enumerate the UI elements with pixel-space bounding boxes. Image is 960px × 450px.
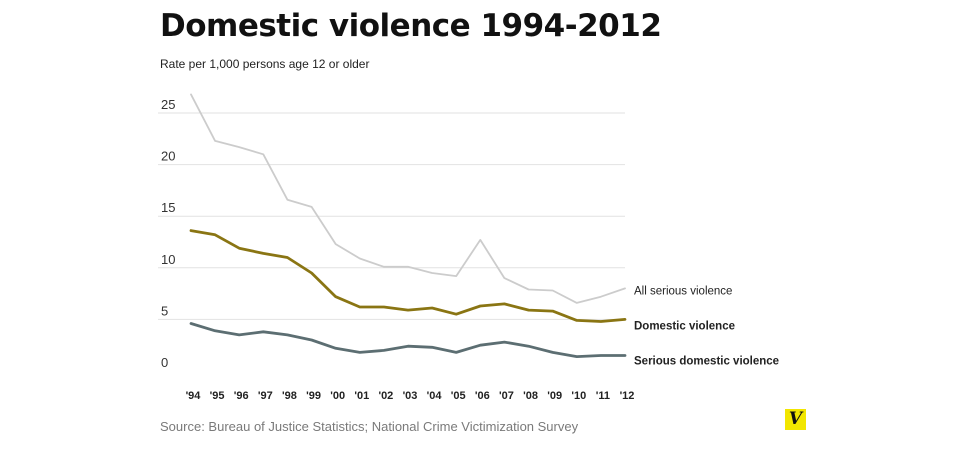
source-note: Source: Bureau of Justice Statistics; Na…	[160, 419, 579, 434]
series-line-domestic-violence	[189, 229, 627, 323]
x-tick-label: '09	[547, 390, 562, 402]
chart-title: Domestic violence 1994-2012	[160, 8, 662, 44]
vox-logo: V	[785, 409, 806, 430]
y-tick-label: 20	[161, 149, 175, 164]
y-tick-label: 15	[161, 200, 175, 215]
series-label: All serious violence	[634, 285, 732, 297]
x-tick-label: '97	[258, 390, 273, 402]
x-tick-label: '07	[499, 390, 514, 402]
y-tick-label: 5	[161, 303, 168, 318]
series-labels: All serious violence Domestic violence Ser…	[634, 285, 779, 367]
series-line-all-serious-violence	[190, 93, 626, 304]
y-tick-label: 0	[161, 355, 168, 370]
x-axis-ticks: '94 '95 '96 '97 '98 '99 '00 '01 '02 '03 '04 '05 '06 '…	[186, 390, 635, 402]
x-tick-label: '02	[378, 390, 393, 402]
x-tick-label: '95	[210, 390, 225, 402]
x-tick-label: '12	[620, 390, 635, 402]
x-tick-label: '96	[234, 390, 249, 402]
x-tick-label: '08	[523, 390, 538, 402]
series-label: Domestic violence	[634, 320, 735, 332]
y-axis-ticks: 0 5 10 15 20 25	[161, 97, 175, 370]
chart-subtitle: Rate per 1,000 persons age 12 or older	[160, 57, 370, 71]
gridlines	[158, 112, 625, 320]
x-tick-label: '11	[596, 390, 610, 402]
series-line-serious-domestic-violence	[189, 322, 627, 359]
x-tick-label: '01	[354, 390, 369, 402]
x-tick-label: '98	[282, 390, 297, 402]
x-tick-label: '05	[451, 390, 466, 402]
series-lines	[189, 93, 627, 359]
x-tick-label: '04	[427, 390, 443, 402]
x-tick-label: '99	[306, 390, 321, 402]
x-tick-label: '10	[571, 390, 586, 402]
x-tick-label: '06	[475, 390, 490, 402]
x-tick-label: '94	[186, 390, 202, 402]
y-tick-label: 25	[161, 97, 175, 112]
y-tick-label: 10	[161, 252, 175, 267]
series-label: Serious domestic violence	[634, 356, 779, 368]
x-tick-label: '00	[330, 390, 345, 402]
x-tick-label: '03	[403, 390, 418, 402]
